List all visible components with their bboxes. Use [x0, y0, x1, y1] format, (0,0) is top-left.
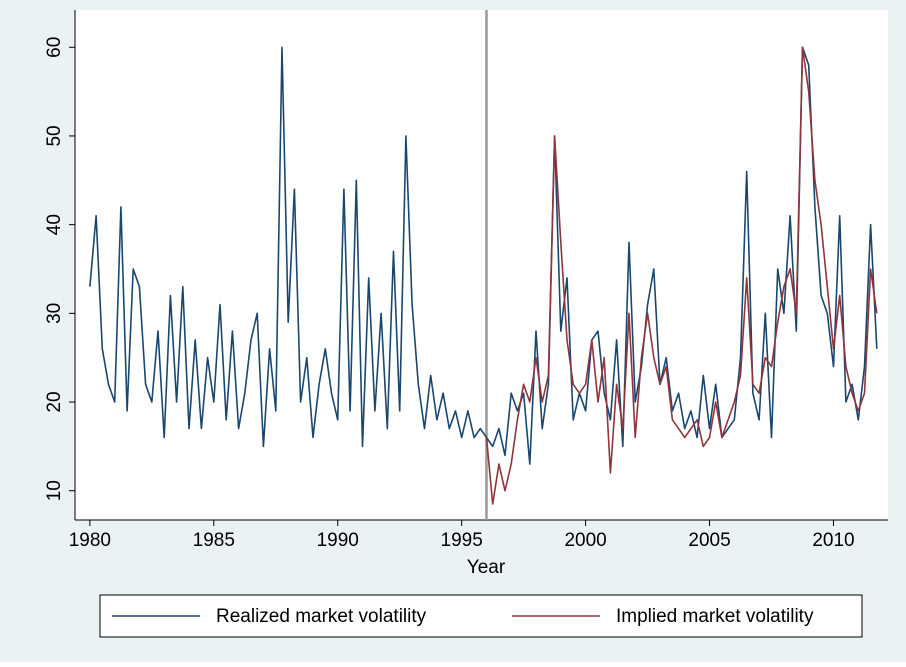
y-tick-label: 40 — [44, 214, 65, 235]
series-line — [485, 46, 878, 505]
y-tick-label: 10 — [44, 480, 65, 501]
x-tick-label: 1995 — [441, 530, 483, 551]
y-tick-label: 60 — [44, 37, 65, 58]
y-tick-label: 20 — [44, 391, 65, 412]
x-axis-label: Year — [467, 557, 506, 578]
x-tick-label: 1985 — [193, 530, 235, 551]
x-tick-label: 2005 — [688, 530, 730, 551]
legend — [99, 594, 863, 638]
y-tick-label: 50 — [44, 125, 65, 146]
legend-label: Realized market volatility — [216, 606, 427, 627]
x-tick-label: 2000 — [564, 530, 606, 551]
x-tick-label: 2010 — [812, 530, 854, 551]
x-tick-label: 1990 — [317, 530, 359, 551]
plot-area — [75, 10, 888, 520]
x-tick-label: 1980 — [69, 530, 111, 551]
series-line — [89, 46, 878, 465]
y-tick-label: 30 — [44, 303, 65, 324]
legend-label: Implied market volatility — [616, 606, 814, 627]
